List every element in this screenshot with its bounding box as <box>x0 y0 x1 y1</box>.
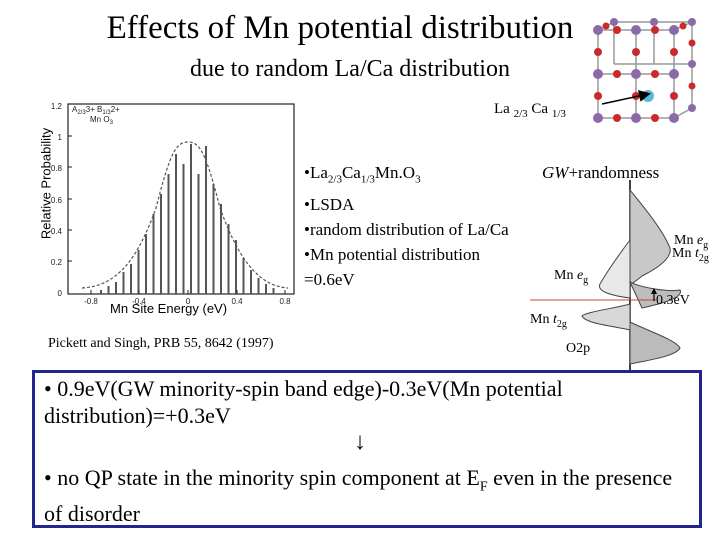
legend-line1: A2/33+ B1/32+ <box>72 105 120 116</box>
histogram-bar <box>197 174 200 294</box>
histogram-bar <box>190 144 192 294</box>
mn-t2g-down-peak <box>581 303 631 331</box>
histogram-bar <box>242 258 245 294</box>
mn-eg-label: Mn eg <box>554 268 589 286</box>
method-bullets: •La2/3Ca1/3Mn.O3 •LSDA •random distribut… <box>304 160 509 292</box>
histogram-bar <box>160 194 162 294</box>
bullet-random: •random distribution of La/Ca <box>304 220 509 240</box>
histogram-bar <box>130 264 132 294</box>
ytick-label: 1 <box>58 133 63 142</box>
bullet-mn-potential: •Mn potential distribution <box>304 245 480 265</box>
histogram-bar <box>265 284 267 294</box>
page-subtitle: due to random La/Ca distribution <box>190 56 510 82</box>
histogram-bar <box>145 234 147 294</box>
gap-value-label: 0.3eV <box>656 293 690 308</box>
o2p-peak <box>629 321 681 365</box>
histogram-bar <box>220 204 222 294</box>
histogram-bar <box>137 250 140 294</box>
mn-t2g-top-label: Mn t2g <box>672 246 709 264</box>
conclusion-box <box>32 370 702 528</box>
xtick-label: 0.4 <box>231 297 243 306</box>
mn-site-energy-histogram: 1.2 1 0.8 0.6 0.4 0.2 0 -0.8 -0.4 0 0.4 … <box>51 102 295 306</box>
conclusion-line1: • 0.9eV(GW minority-spin band edge)-0.3e… <box>44 376 563 428</box>
histogram-bar <box>235 240 237 294</box>
xtick-label: -0.8 <box>84 297 98 306</box>
histogram-bar <box>212 184 215 294</box>
histogram-bar <box>272 288 275 294</box>
histogram-bar <box>167 174 170 294</box>
ytick-label: 0.6 <box>51 196 63 205</box>
bullet-value: =0.6eV <box>304 270 355 290</box>
o2p-label: O2p <box>566 341 591 356</box>
down-arrow-icon: ↓ <box>354 429 366 455</box>
histogram-bar <box>175 154 177 294</box>
xtick-label: 0.8 <box>279 297 291 306</box>
conclusion-line2: • no QP state in the minority spin compo… <box>44 465 673 527</box>
histogram-xlabel: Mn Site Energy (eV) <box>110 301 228 316</box>
histogram-bars <box>100 144 275 294</box>
histogram-bar <box>152 214 155 294</box>
pointer-arrow <box>601 90 651 105</box>
mn-eg-top-label: Mn eg <box>674 233 709 251</box>
histogram-bar <box>182 164 185 294</box>
legend-line2: Mn O3 <box>90 115 114 126</box>
histogram-bar <box>227 224 230 294</box>
mn-eg-up-peak <box>629 188 671 289</box>
bullet-lsda: •LSDA <box>304 195 355 215</box>
citation: Pickett and Singh, PRB 55, 8642 (1997) <box>48 336 274 351</box>
histogram-bar <box>205 146 207 294</box>
crystal-structure-image <box>593 18 696 123</box>
xtick-label: -0.4 <box>132 297 146 306</box>
bullet-composition: •La2/3Ca1/3Mn.O3 <box>304 163 421 186</box>
ytick-label: 1.2 <box>51 102 63 111</box>
la-ca-label: La 2/3 Ca 1/3 <box>494 101 566 120</box>
histogram-bar <box>115 282 117 294</box>
histogram-bar <box>122 272 125 294</box>
dos-schematic <box>530 180 681 370</box>
histogram-bar <box>107 286 110 294</box>
ytick-label: 0.4 <box>51 227 63 236</box>
ytick-label: 0.8 <box>51 164 63 173</box>
mn-t2g-up-peak <box>628 280 681 309</box>
mn-eg-down-peak <box>598 238 631 299</box>
ytick-label: 0 <box>58 289 63 298</box>
histogram-bar <box>257 278 260 294</box>
histogram-bar <box>250 270 252 294</box>
gw-randomness-label: GW+randomness <box>542 163 660 182</box>
ytick-label: 0.2 <box>51 258 63 267</box>
histogram-ylabel: Relative Probability <box>38 127 54 240</box>
page-title: Effects of Mn potential distribution <box>106 10 574 46</box>
xtick-label: 0 <box>186 297 191 306</box>
mn-t2g-label: Mn t2g <box>530 312 567 330</box>
histogram-bar <box>100 290 102 294</box>
